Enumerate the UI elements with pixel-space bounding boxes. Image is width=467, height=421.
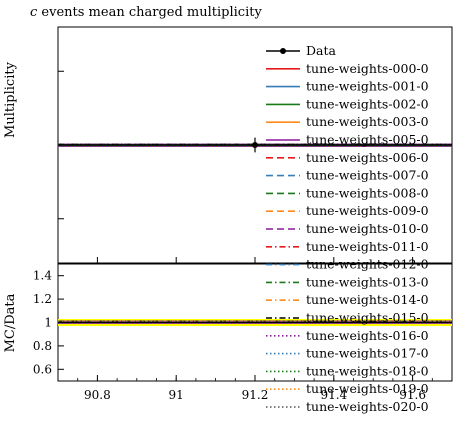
x-tick-label: 91.4 bbox=[320, 388, 347, 402]
legend-label: tune-weights-006-0 bbox=[306, 150, 429, 165]
legend-label: tune-weights-007-0 bbox=[306, 168, 429, 183]
x-tick-label: 91.6 bbox=[399, 388, 426, 402]
ratio-y-tick-label: 0.8 bbox=[33, 339, 52, 353]
legend-label: tune-weights-005-0 bbox=[306, 132, 429, 147]
legend-label: tune-weights-014-0 bbox=[306, 292, 429, 307]
legend: Data tune-weights-000-0 tune-weights-001-0… bbox=[266, 43, 429, 414]
chart-title: c events mean charged multiplicity bbox=[30, 5, 262, 20]
upper-panel bbox=[57, 26, 453, 264]
legend-label: tune-weights-011-0 bbox=[306, 239, 429, 254]
legend-label: tune-weights-017-0 bbox=[306, 346, 429, 361]
ratio-mc-lines bbox=[58, 320, 452, 324]
data-point bbox=[252, 137, 258, 153]
legend-label: tune-weights-018-0 bbox=[306, 363, 429, 378]
ratio-y-tick-label: 1.2 bbox=[33, 292, 52, 306]
legend-label: tune-weights-019-0 bbox=[306, 381, 429, 396]
x-tick-label: 91 bbox=[169, 388, 184, 402]
upper-ylabel: Multiplicity bbox=[3, 61, 18, 138]
ratio-panel: 0.6 0.8 1 1.2 1.4 bbox=[33, 263, 453, 382]
legend-label: tune-weights-001-0 bbox=[306, 79, 429, 94]
ratio-y-tick-label: 0.6 bbox=[33, 362, 52, 376]
legend-label: tune-weights-008-0 bbox=[306, 185, 429, 200]
legend-label: tune-weights-012-0 bbox=[306, 257, 429, 272]
legend-label: tune-weights-003-0 bbox=[306, 114, 429, 129]
x-axis-ticks: 90.8 91 91.2 91.4 91.6 bbox=[77, 257, 453, 402]
legend-label: tune-weights-015-0 bbox=[306, 310, 429, 325]
ratio-y-tick-label: 1 bbox=[44, 316, 52, 330]
x-tick-label: 91.2 bbox=[242, 388, 269, 402]
ratio-y-tick-label: 1.4 bbox=[33, 269, 52, 283]
legend-label: tune-weights-013-0 bbox=[306, 274, 429, 289]
ratio-yticks: 0.6 0.8 1 1.2 1.4 bbox=[33, 269, 64, 376]
ratio-ylabel: MC/Data bbox=[3, 293, 18, 352]
upper-ticks bbox=[58, 70, 64, 220]
legend-label: tune-weights-000-0 bbox=[306, 61, 429, 76]
legend-marker-data bbox=[280, 48, 286, 54]
x-tick-label: 90.8 bbox=[84, 388, 111, 402]
legend-label: Data bbox=[306, 43, 336, 58]
chart-title-italic: c bbox=[30, 5, 38, 20]
legend-label: tune-weights-009-0 bbox=[306, 203, 429, 218]
legend-label: tune-weights-002-0 bbox=[306, 96, 429, 111]
data-marker bbox=[252, 142, 258, 148]
legend-label: tune-weights-010-0 bbox=[306, 221, 429, 236]
legend-label: tune-weights-016-0 bbox=[306, 328, 429, 343]
chart-title-rest: events mean charged multiplicity bbox=[37, 5, 262, 20]
legend-label: tune-weights-020-0 bbox=[306, 399, 429, 414]
